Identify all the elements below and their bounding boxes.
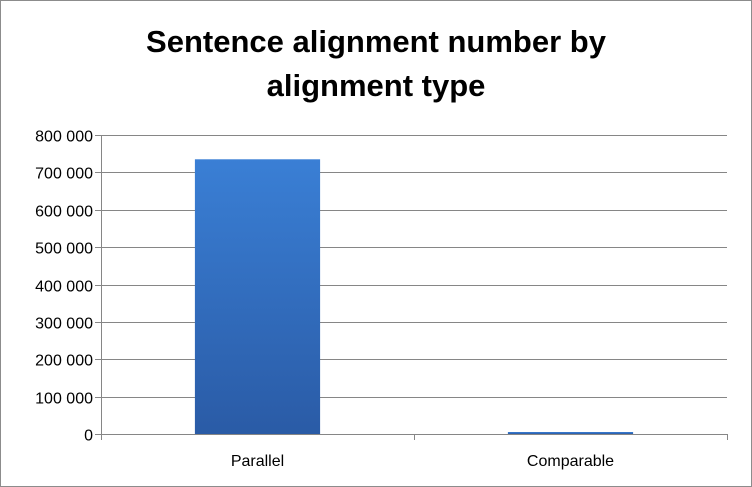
y-tick-label: 300 000 (35, 316, 93, 333)
y-tick-label: 100 000 (35, 391, 93, 408)
y-tick-label: 700 000 (35, 166, 93, 183)
bars (194, 159, 634, 434)
bar-parallel (194, 159, 321, 434)
x-tick-label: Parallel (231, 453, 284, 470)
chart-title: Sentence alignment number by alignment t… (0, 20, 752, 108)
tick-labels: 0 100 000 200 000 300 000 400 000 500 000 600 … (35, 129, 614, 471)
chart-title-line-1: Sentence alignment number by (146, 24, 606, 59)
y-tick-label: 600 000 (35, 204, 93, 221)
y-tick-label: 0 (84, 428, 93, 445)
bar-comparable (507, 432, 634, 434)
axes (95, 135, 728, 440)
y-tick-label: 400 000 (35, 279, 93, 296)
y-tick-label: 500 000 (35, 241, 93, 258)
y-tick-label: 200 000 (35, 353, 93, 370)
x-tick-label: Comparable (527, 453, 614, 470)
y-tick-label: 800 000 (35, 129, 93, 146)
chart-title-line-2: alignment type (266, 68, 486, 103)
